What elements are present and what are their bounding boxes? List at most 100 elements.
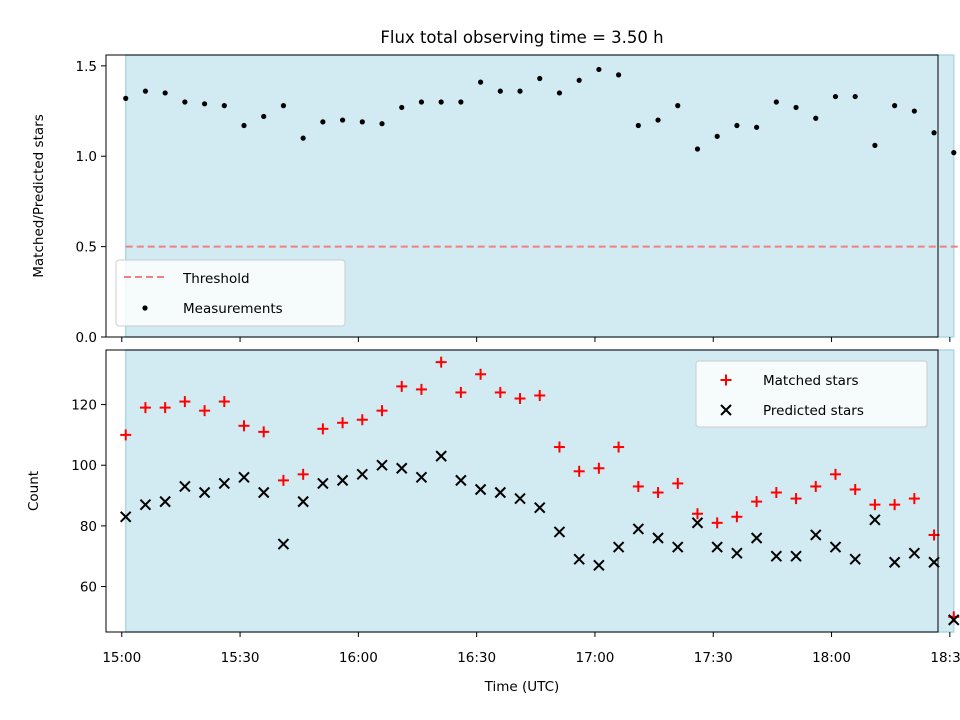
- matched-star-point: [632, 480, 644, 492]
- cross-stroke-b: [179, 480, 191, 493]
- x-tick-label: 16:30: [457, 650, 496, 666]
- top-y-axis-label: Matched/Predicted stars: [31, 114, 47, 277]
- measurement-point: [754, 124, 760, 130]
- measurement-point: [675, 103, 681, 109]
- cross-stroke-b: [297, 495, 309, 508]
- legend-predicted-marker: [720, 404, 732, 416]
- predicted-star-point: [750, 532, 763, 544]
- measurement-point: [556, 90, 563, 96]
- matched-star-point: [297, 468, 309, 480]
- cross-stroke-b: [120, 511, 132, 523]
- x-tick-label: 17:30: [694, 650, 733, 666]
- legend-threshold-label: Threshold: [182, 271, 250, 287]
- x-tick-label: 16:00: [339, 650, 378, 666]
- cross-stroke-b: [869, 514, 881, 526]
- matched-star-point: [356, 414, 368, 426]
- x-tick-label: 15:00: [102, 650, 141, 666]
- predicted-star-point: [139, 498, 152, 511]
- predicted-star-point: [277, 538, 290, 550]
- matched-star-point: [573, 465, 585, 477]
- measurement-point: [339, 117, 346, 123]
- measurement-point: [655, 117, 661, 123]
- top-legend-box: [115, 259, 346, 327]
- matched-star-point: [908, 493, 920, 505]
- matched-star-point: [770, 487, 782, 499]
- bottom-legend: Matched stars Predicted stars: [695, 360, 928, 428]
- cross-stroke-b: [514, 492, 526, 505]
- bottom-plot-frame: [105, 349, 939, 633]
- predicted-stars-series: [120, 450, 960, 626]
- measurement-point: [497, 88, 503, 94]
- predicted-star-point: [494, 486, 507, 499]
- measurement-point: [162, 90, 168, 96]
- chart-title: Flux total observing time = 3.50 h: [380, 28, 663, 47]
- cross-stroke-b: [810, 529, 822, 541]
- cross-stroke-b: [711, 541, 723, 553]
- cross-stroke-b: [632, 523, 645, 535]
- predicted-star-point: [612, 541, 625, 553]
- matched-star-point: [593, 462, 605, 474]
- matched-star-point: [691, 508, 703, 520]
- predicted-star-point: [179, 480, 191, 493]
- measurement-point: [832, 93, 839, 100]
- matched-star-point: [258, 426, 270, 438]
- measurement-point: [813, 115, 819, 121]
- cross-stroke-b: [652, 532, 664, 544]
- measurement-point: [951, 150, 957, 156]
- cross-stroke-b: [672, 541, 684, 553]
- matched-star-point: [179, 396, 191, 408]
- predicted-star-point: [317, 477, 329, 490]
- matched-star-point: [534, 389, 546, 401]
- matched-star-point: [238, 420, 250, 432]
- measurements-series: [123, 66, 957, 156]
- cross-stroke-b: [534, 501, 546, 514]
- matched-star-point: [199, 405, 211, 417]
- bottom-x-axis: 15:00 15:30 16:00 16:30 17:00 17:30 18:00 18:30: [102, 632, 960, 666]
- top-panel: 0.0 0.5 1.0 1.5 Flux total observing time =…: [31, 28, 960, 346]
- cross-stroke-b: [139, 498, 152, 511]
- bottom-panel: 60 80 100 120 15:00 15:30 16:00 16:30 17:00 17:3…: [26, 349, 960, 695]
- matched-star-point: [613, 441, 625, 453]
- x-tick-label: 15:30: [221, 650, 260, 666]
- measurement-point: [320, 119, 326, 125]
- cross-stroke-b: [494, 486, 507, 499]
- matched-star-point: [751, 496, 763, 508]
- y-tick-label: 80: [80, 519, 97, 535]
- cross-stroke-b: [238, 471, 250, 484]
- measurement-point: [241, 122, 247, 129]
- measurement-point: [280, 103, 287, 109]
- predicted-star-point: [790, 550, 802, 562]
- x-tick-label: 18:00: [812, 650, 851, 666]
- predicted-star-point: [711, 541, 723, 553]
- cross-stroke-b: [731, 547, 743, 559]
- y-tick-label: 0.5: [76, 240, 97, 256]
- measurement-point: [773, 99, 779, 105]
- top-x-ticks: [121, 337, 951, 342]
- matched-star-point: [672, 477, 684, 489]
- y-tick-label: 1.0: [76, 149, 97, 165]
- x-tick-label: 17:00: [575, 650, 614, 666]
- matched-star-point: [829, 468, 841, 480]
- predicted-star-point: [396, 462, 408, 474]
- cross-stroke-b: [258, 486, 270, 499]
- measurement-point: [793, 104, 799, 111]
- predicted-star-point: [514, 492, 526, 505]
- legend-predicted-cross: [720, 404, 732, 416]
- x-axis-label: Time (UTC): [484, 679, 560, 695]
- matched-star-point: [277, 474, 289, 486]
- cross-stroke-b: [396, 462, 408, 474]
- cross-stroke-b: [218, 477, 231, 490]
- matched-star-point: [396, 380, 408, 392]
- cross-stroke-b: [888, 556, 901, 568]
- measurement-point: [201, 101, 208, 107]
- cross-stroke-b: [691, 517, 704, 529]
- measurement-point: [576, 77, 582, 83]
- measurement-point: [714, 133, 720, 139]
- predicted-star-point: [415, 471, 428, 484]
- cross-stroke-b: [415, 471, 428, 484]
- bottom-y-axis: 60 80 100 120: [71, 398, 106, 596]
- measurement-point: [694, 146, 701, 152]
- top-plot-frame: [105, 54, 939, 338]
- matched-star-point: [494, 386, 506, 398]
- matched-star-point: [139, 402, 151, 414]
